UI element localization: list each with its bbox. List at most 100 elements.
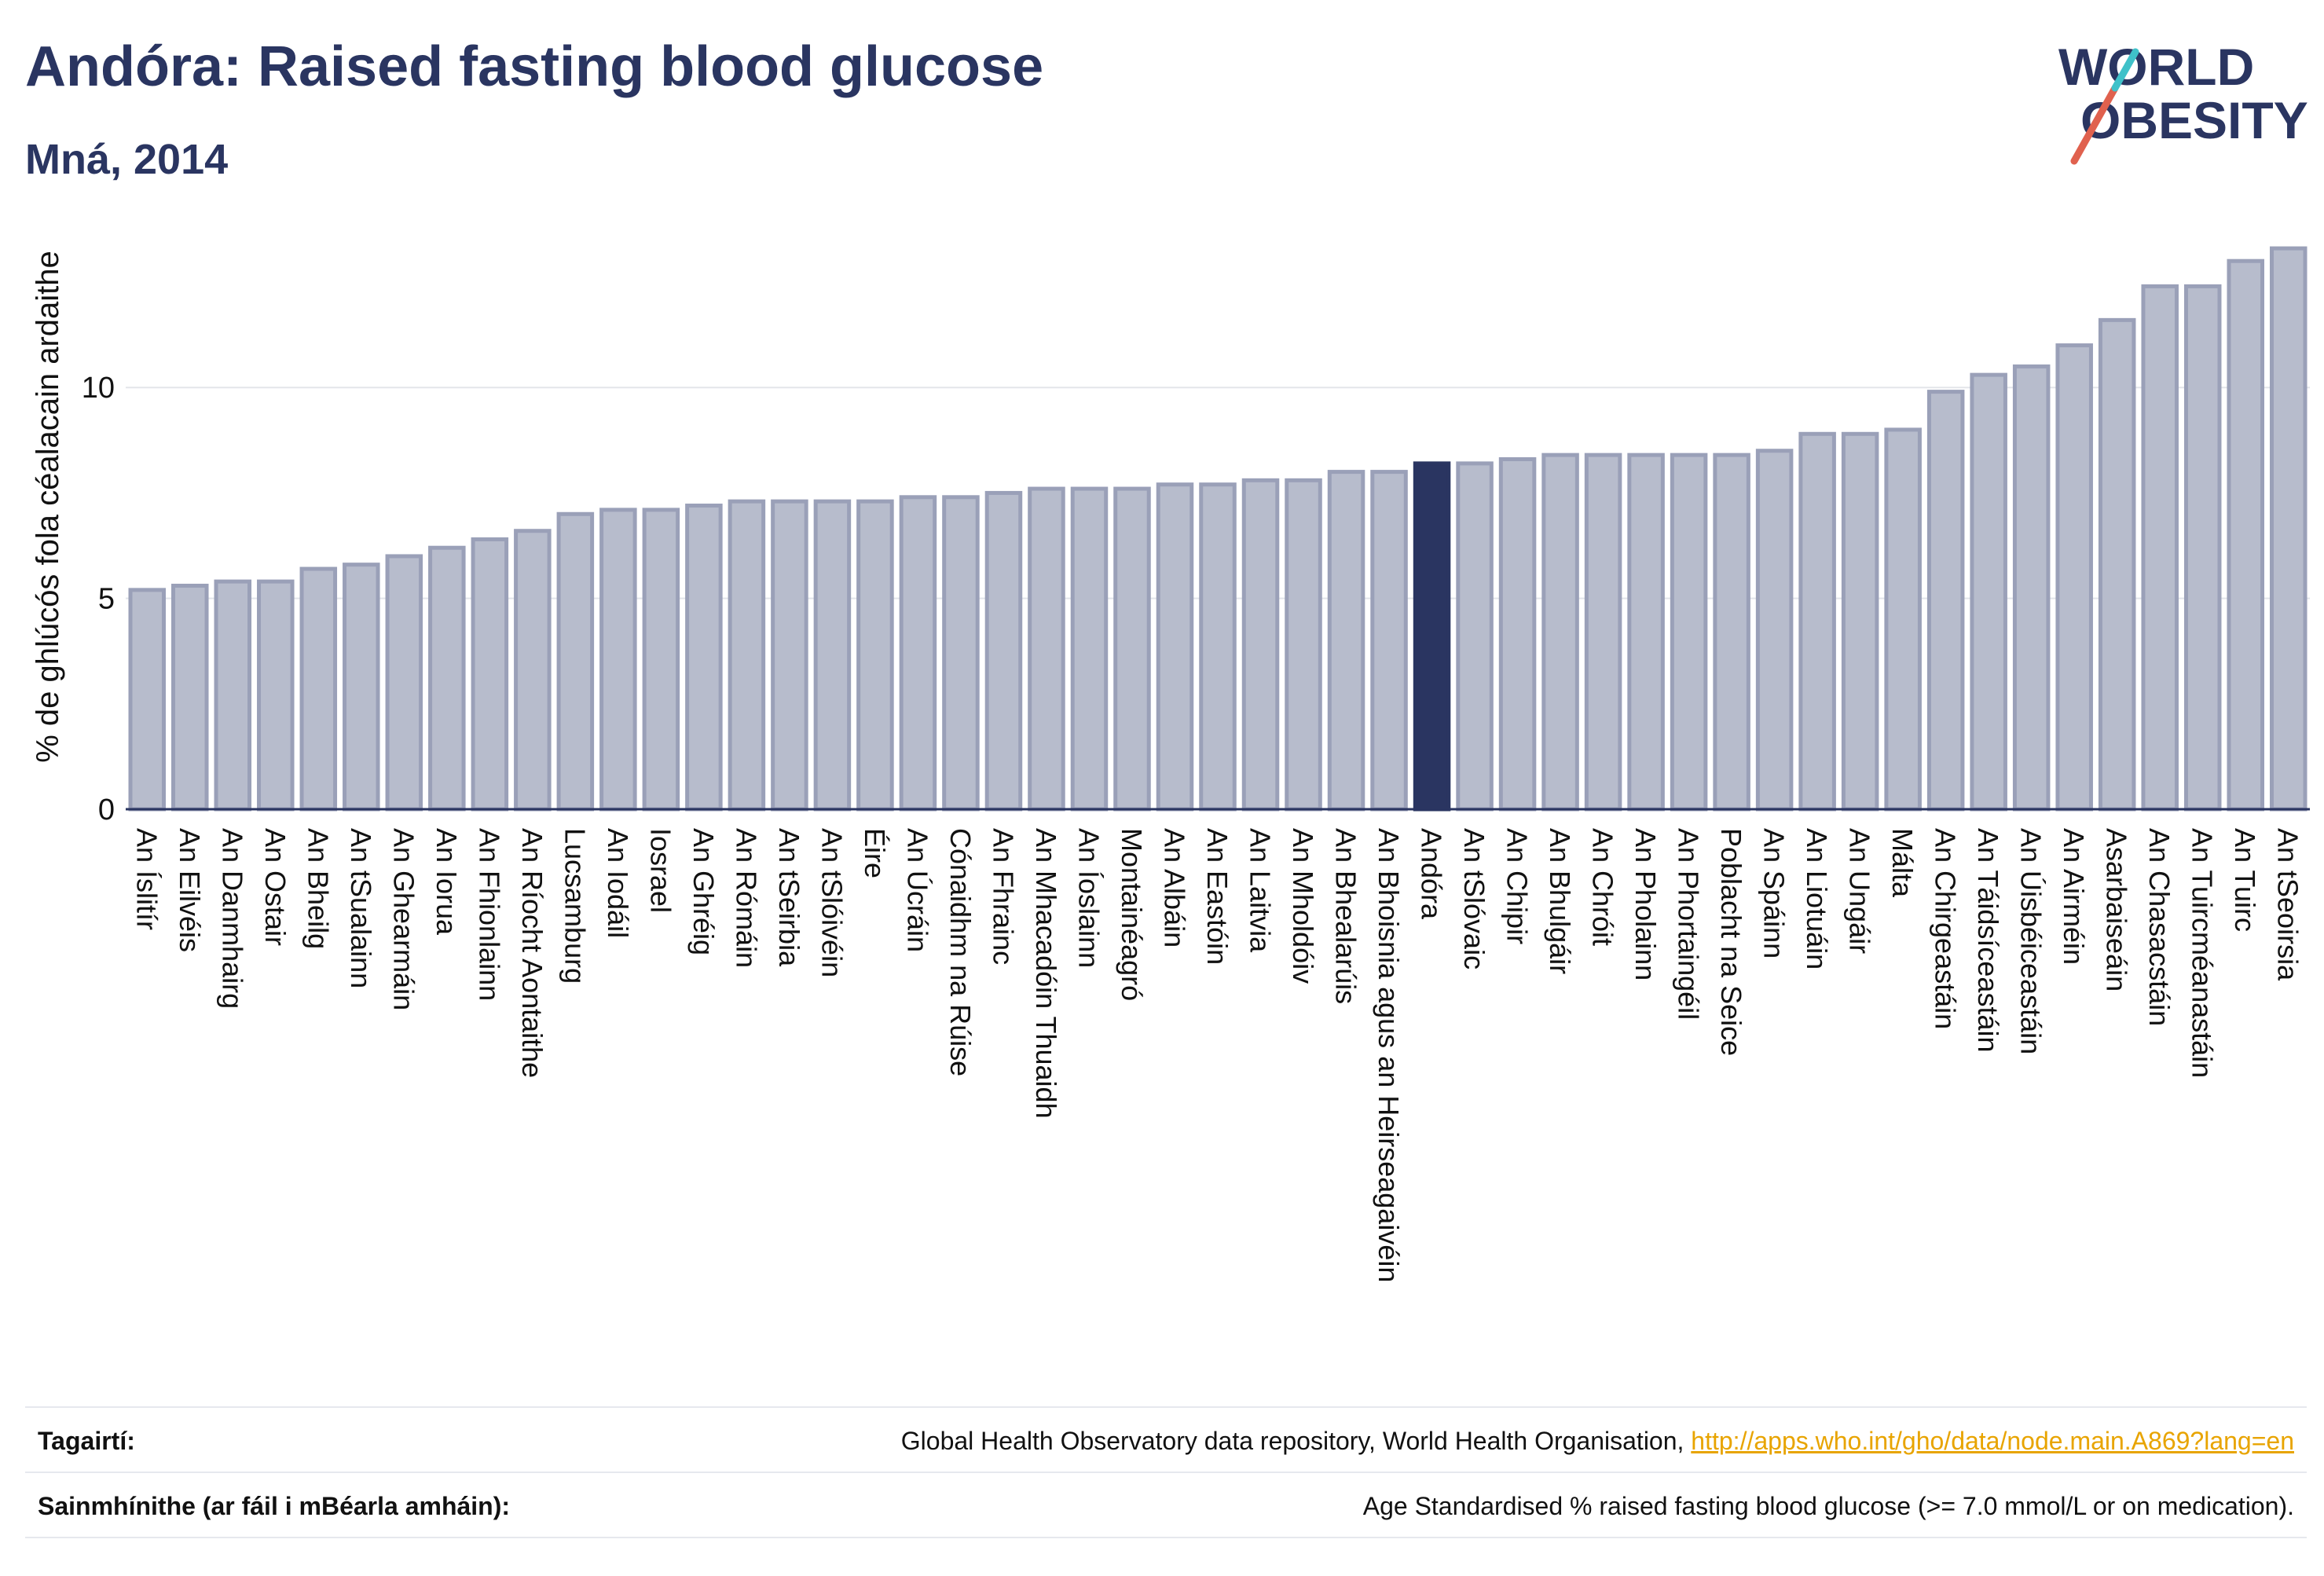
x-tick-label: An Eastóin [1201,828,1233,965]
x-tick-label: An Ríocht Aontaithe [516,828,548,1078]
x-tick-label: Poblacht na Seice [1715,828,1747,1056]
bar [1498,456,1537,812]
x-tick-label: An Bhulgáir [1544,828,1576,974]
x-tick-label: Andóra [1416,828,1448,920]
references-value: Global Health Observatory data repositor… [901,1427,2294,1456]
bar [899,495,937,812]
x-tick-label: An Bheilg [302,828,334,949]
x-tick-label: An Úisbéiceastáin [2015,828,2047,1054]
x-tick-label: An Liotuáin [1801,828,1833,969]
chart-title: Andóra: Raised fasting blood glucose [25,35,1044,98]
x-tick-label: An Chirgeastáin [1930,828,1962,1029]
y-tick-label: 5 [98,583,115,616]
x-tick-label: An Albáin [1158,828,1190,947]
bar [1285,478,1322,812]
x-tick-label: An Mholdóiv [1287,828,1319,984]
x-tick-label: An tSeoirsia [2272,828,2304,981]
bar [2098,317,2136,812]
bar [514,529,552,812]
bar [2012,364,2051,812]
x-tick-label: An Tuircméanastáin [2187,828,2219,1078]
bar [856,499,894,812]
x-tick-label: Éire [859,828,891,878]
bar [556,511,595,812]
logo-line-1: WORLD [2058,38,2254,96]
bar [813,499,852,812]
bar [1884,427,1922,812]
bar [685,504,723,812]
bar [2141,284,2179,812]
x-tick-label: Asarbaiseáin [2101,828,2133,991]
y-tick-label: 0 [98,793,115,826]
references-text: Global Health Observatory data repositor… [900,1427,1692,1455]
chart-subtitle: Mná, 2014 [25,136,229,183]
bar [171,584,209,812]
bar [471,537,509,812]
x-tick-label: Lucsamburg [559,828,591,984]
bar [1070,486,1109,812]
definitions-label: Sainmhínithe (ar fáil i mBéarla amháin): [38,1492,511,1520]
bar [2227,258,2264,812]
footer-divider [25,1537,2307,1538]
x-tick-label: An Spáinn [1758,828,1791,958]
x-tick-label: An Táidsíceastáin [1972,828,2004,1053]
bar [942,495,980,812]
bar [1926,390,1965,812]
bar [1713,453,1750,812]
bar [1841,431,1879,812]
bar [1241,478,1280,812]
x-tick-label: An Ungáir [1844,828,1876,954]
bar [1670,453,1708,812]
logo-line-2: OBESITY [2080,91,2308,149]
x-tick-label: An Bhealarúis [1330,828,1362,1004]
bar [1028,486,1065,812]
bar [343,563,380,812]
x-tick-label: An Iodáil [602,828,634,938]
bar [257,579,295,812]
x-tick-label: An Mhacadóin Thuaidh [1030,828,1062,1119]
bar [1199,482,1237,812]
logo-slash-teal [2111,48,2139,92]
bar [1798,431,1836,812]
bar-chart: 0 5 10 An Íslitír An Eilvéis An Danmhairg An … [31,246,2310,1282]
bar [1755,449,1794,812]
x-tick-label: An Pholainn [1629,828,1662,980]
x-tick-label: An Rómáin [730,828,762,968]
x-tick-label: Cónaidhm na Rúise [944,828,977,1076]
x-axis-labels: An Íslitír An Eilvéis An Danmhairg An Ostai… [130,828,2304,1282]
x-tick-label: An Tuirc [2229,828,2261,932]
bar [1970,372,2007,812]
bar [599,508,637,812]
x-tick-label: An Iorua [431,828,463,936]
x-tick-label: An Íoslainn [1072,828,1105,968]
y-tick-label: 10 [82,372,115,405]
x-tick-label: An Bhoisnia agus an Heirseagaivéin [1373,828,1405,1282]
references-label: Tagairtí: [38,1427,135,1455]
x-tick-label: An Fhionlainn [473,828,505,1001]
x-tick-label: An tSlóivéin [816,828,848,977]
bar [385,554,423,812]
bar [128,588,167,812]
x-tick-label: An Airméin [2058,828,2090,965]
y-axis-title: % de ghlúcós fola céalacain ardaithe [31,251,65,763]
logo-slash-red [2070,84,2119,165]
x-tick-label: An Ostair [259,828,291,946]
bar-highlight [1413,461,1451,812]
bar [2269,246,2308,812]
y-axis-ticks: 0 5 10 [82,372,115,826]
x-tick-label: An Danmhairg [216,828,248,1009]
bar [984,490,1023,812]
bar [642,508,680,812]
references-link[interactable]: http://apps.who.int/gho/data/node.main.A… [1691,1427,2294,1455]
x-tick-label: An Ghréig [687,828,720,955]
x-tick-label: Iosrael [644,828,676,913]
bar [1370,470,1408,812]
bar [214,579,252,812]
bar [1541,453,1579,812]
bar [1584,453,1622,812]
bar [771,499,808,812]
definitions-row: Sainmhínithe (ar fáil i mBéarla amháin):… [25,1472,2307,1538]
references-row: Tagairtí: Global Health Observatory data… [25,1406,2307,1472]
bar [1456,461,1494,812]
x-tick-label: An Laitvia [1244,828,1277,953]
